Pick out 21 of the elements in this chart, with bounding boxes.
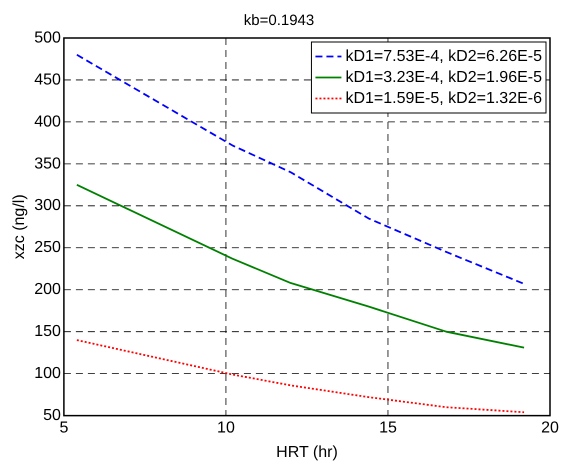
y-tick-label: 350 (34, 155, 61, 172)
x-tick-label: 20 (541, 420, 559, 437)
y-tick-label: 200 (34, 281, 61, 298)
x-tick-label: 15 (379, 420, 397, 437)
y-axis-title: xzc (ng/l) (11, 194, 28, 260)
x-tick-label: 5 (59, 420, 68, 437)
x-axis-title: HRT (hr) (276, 444, 338, 461)
y-tick-label: 400 (34, 113, 61, 130)
y-tick-label: 450 (34, 71, 61, 88)
line-series (76, 339, 525, 414)
legend-label: kD1=1.59E-5, kD2=1.32E-6 (345, 90, 542, 107)
legend-label: kD1=3.23E-4, kD2=1.96E-5 (345, 68, 542, 86)
x-tick-label: 10 (217, 420, 235, 437)
y-tick-label: 250 (34, 239, 61, 256)
y-tick-label: 50 (43, 407, 61, 424)
legend-label: kD1=7.53E-4, kD2=6.26E-5 (345, 48, 542, 65)
y-tick-label: 300 (34, 197, 61, 214)
y-tick-label: 500 (34, 29, 61, 46)
chart-title: kb=0.1943 (244, 12, 314, 30)
y-tick-label: 100 (34, 365, 61, 382)
y-tick-label: 150 (34, 323, 61, 340)
